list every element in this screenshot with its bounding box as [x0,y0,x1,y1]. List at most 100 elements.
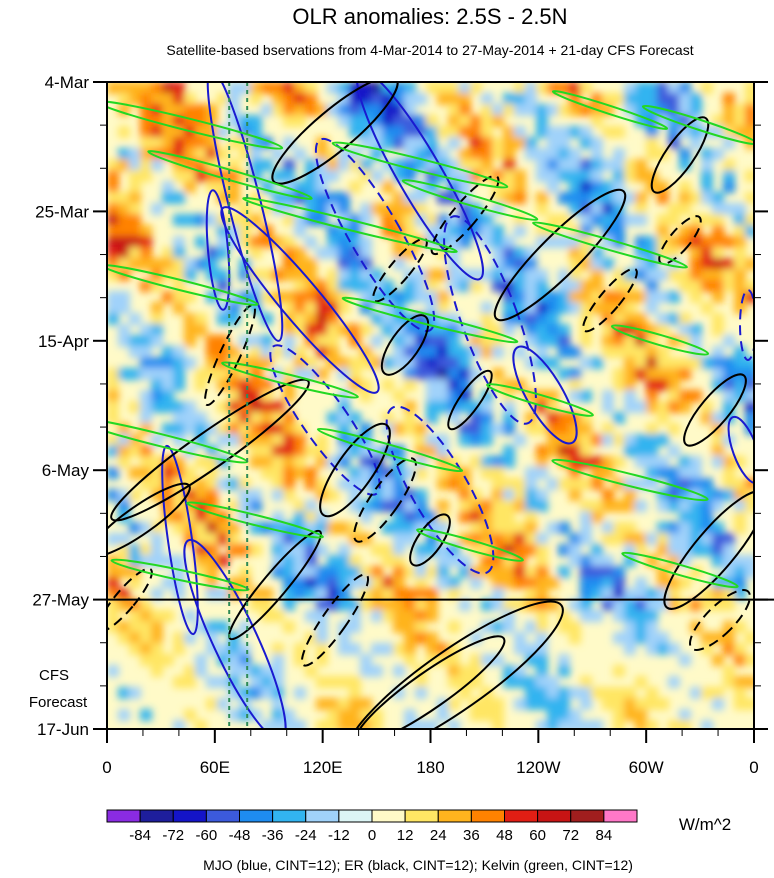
mjo-contour [183,538,287,729]
kelvin-contour [610,324,710,356]
mjo-contour [512,345,578,445]
chart-footer: MJO (blue, CINT=12); ER (black, CINT=12)… [203,857,633,873]
mjo-contour [739,289,754,361]
colorbar-swatch [537,809,572,823]
er-contour [228,529,322,641]
er-contour [650,116,710,194]
colorbar-label: 24 [430,827,447,844]
x-axis-tick-labels: 0 60E 120E 180 120W 60W 0 [102,758,758,777]
er-contour [319,422,391,518]
y-tick-label: 17-Jun [37,720,89,739]
axis-ticks [93,81,768,743]
plot-area: 0 60E 120E 180 120W 60W 0 4-Mar 25-Mar 15-Apr 6-M… [29,73,774,777]
colorbar-label: 0 [368,827,376,844]
kelvin-contour [401,179,539,221]
y-axis-tick-labels: 4-Mar 25-Mar 15-Apr 6-May 27-May 17-Jun [32,73,89,739]
kelvin-contour [532,221,688,269]
colorbar-label: -24 [295,827,317,844]
colorbar-swatch [470,809,505,823]
colorbar-label: -84 [129,827,151,844]
colorbar-swatch [504,809,539,823]
colorbar-label: 72 [562,827,579,844]
kelvin-contour [416,528,524,562]
kelvin-contour [316,427,464,473]
er-contour [354,635,506,729]
chart-title: OLR anomalies: 2.5S - 2.5N [292,4,567,29]
chart-subtitle: Satellite-based bservations from 4-Mar-2… [166,42,693,58]
mjo-contour [385,405,495,575]
er-contour [107,567,153,633]
x-tick-label: 180 [416,758,444,777]
colorbar-swatch [272,809,307,823]
y-tick-label: 27-May [32,591,89,610]
y-tick-label: 4-Mar [45,73,90,92]
x-tick-label: 120W [516,758,560,777]
er-contour [683,373,747,447]
colorbar-swatch [106,809,141,823]
mjo-contour [314,137,436,333]
colorbar-label: 48 [496,827,513,844]
er-contour [493,188,627,322]
colorbar-swatch [437,809,472,823]
colorbar-label: -12 [328,827,350,844]
kelvin-contour [221,361,359,399]
colorbar-swatch [338,809,373,823]
colorbar-swatch [305,809,340,823]
colorbar-label: -60 [196,827,218,844]
colorbar-label: 36 [463,827,480,844]
colorbar-swatch [205,809,240,823]
colorbar-label: 84 [596,827,613,844]
forecast-label-line2: Forecast [29,694,88,711]
kelvin-contour [551,458,709,502]
x-tick-label: 0 [749,758,758,777]
colorbar-label: 60 [529,827,546,844]
colorbar-swatch [404,809,439,823]
colorbar-units: W/m^2 [679,815,731,834]
y-tick-label: 6-May [42,461,90,480]
x-tick-label: 0 [102,758,111,777]
er-contour [380,314,430,376]
kelvin-contour [641,104,754,146]
er-contour [300,573,370,667]
mjo-contour [220,206,380,394]
kelvin-contour [341,296,519,344]
er-contour [271,82,399,185]
er-contour [447,369,493,431]
er-contour [204,303,256,407]
kelvin-contour [186,501,324,539]
er-contour [582,267,638,333]
colorbar-swatch [371,809,406,823]
x-tick-label: 60W [629,758,664,777]
er-contour [353,457,417,543]
colorbar-label: -48 [229,827,251,844]
colorbar-swatch [239,809,274,823]
er-contour [110,378,310,522]
y-tick-label: 25-Mar [35,202,89,221]
colorbar-label: 12 [397,827,414,844]
mjo-contour [727,415,754,485]
colorbar-swatch [603,809,638,823]
longitude-markers [228,82,249,729]
er-contours [107,82,754,729]
kelvin-contour [242,196,458,254]
colorbar-swatch [570,809,605,823]
kelvin-contour [107,264,259,306]
er-contour [430,174,500,256]
er-contour [689,589,751,651]
colorbar: -84 -72 -60 -48 -36 -24 -12 0 12 24 36 48 60 72 84 [106,809,638,844]
kelvin-contour [621,551,739,589]
kelvin-contour [107,100,284,150]
mjo-contour [443,215,537,425]
er-contour [107,482,191,558]
mjo-contour [205,189,231,311]
x-tick-label: 120E [303,758,343,777]
colorbar-swatch [172,809,207,823]
kelvin-contour [486,383,594,417]
y-tick-label: 15-Apr [38,332,89,351]
forecast-label-line1: CFS [39,667,69,684]
kelvin-contour [331,141,509,189]
mjo-contour [269,344,381,496]
er-contour [346,600,564,729]
er-contour [663,490,754,610]
